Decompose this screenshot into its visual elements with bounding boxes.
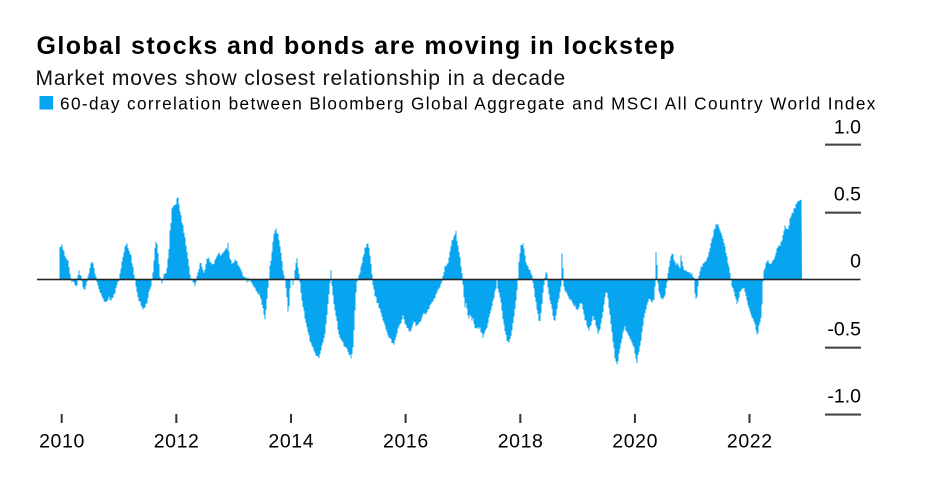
svg-text:-1.0: -1.0 [827,385,861,407]
svg-text:2012: 2012 [154,431,200,453]
svg-text:2020: 2020 [612,431,658,453]
svg-text:2022: 2022 [727,431,773,453]
svg-text:1.0: 1.0 [834,116,861,138]
svg-text:0.5: 0.5 [834,184,861,206]
svg-text:2014: 2014 [268,431,314,453]
svg-text:2010: 2010 [39,431,85,453]
svg-text:Market moves show closest rela: Market moves show closest relationship i… [36,67,567,90]
svg-text:-0.5: -0.5 [827,319,861,341]
svg-text:2018: 2018 [498,431,544,453]
svg-text:Global stocks and bonds are mo: Global stocks and bonds are moving in lo… [37,32,677,60]
svg-text:60-day correlation between Blo: 60-day correlation between Bloomberg Glo… [60,93,877,113]
svg-text:0: 0 [850,250,861,272]
svg-text:2016: 2016 [383,431,429,453]
